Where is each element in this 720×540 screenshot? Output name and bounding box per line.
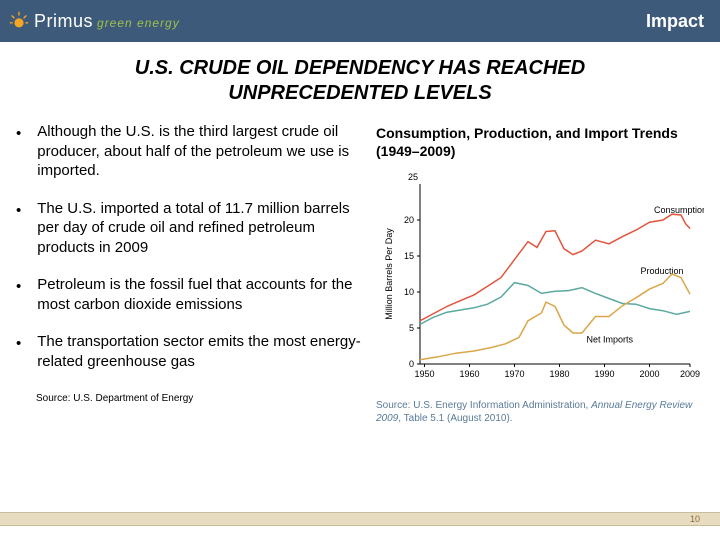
svg-text:Net Imports: Net Imports bbox=[587, 335, 634, 345]
logo-tag: green energy bbox=[97, 16, 180, 30]
svg-text:5: 5 bbox=[409, 323, 414, 333]
svg-text:Million Barrels Per Day: Million Barrels Per Day bbox=[384, 228, 394, 320]
list-item: • Although the U.S. is the third largest … bbox=[16, 122, 366, 181]
svg-text:1970: 1970 bbox=[504, 369, 524, 379]
bullet-icon: • bbox=[16, 199, 21, 258]
content-area: • Although the U.S. is the third largest … bbox=[0, 116, 720, 425]
bullet-icon: • bbox=[16, 122, 21, 181]
bullet-list: • Although the U.S. is the third largest … bbox=[16, 122, 366, 371]
list-item: • The transportation sector emits the mos… bbox=[16, 332, 366, 371]
source-note: Source: U.S. Department of Energy bbox=[16, 389, 366, 404]
chart-title: Consumption, Production, and Import Tren… bbox=[376, 124, 704, 160]
chart-source: Source: U.S. Energy Information Administ… bbox=[376, 399, 704, 425]
header-bar: Primus green energy Impact bbox=[0, 0, 720, 42]
svg-text:2009: 2009 bbox=[680, 369, 700, 379]
list-item: • The U.S. imported a total of 11.7 milli… bbox=[16, 199, 366, 258]
bullet-text: The U.S. imported a total of 11.7 millio… bbox=[37, 199, 366, 258]
page-title: U.S. CRUDE OIL DEPENDENCY HAS REACHED UN… bbox=[0, 42, 720, 116]
bullet-text: Although the U.S. is the third largest c… bbox=[37, 122, 366, 181]
list-item: • Petroleum is the fossil fuel that accou… bbox=[16, 275, 366, 314]
header-label: Impact bbox=[646, 11, 704, 32]
svg-text:25: 25 bbox=[408, 172, 418, 182]
right-column: Consumption, Production, and Import Tren… bbox=[376, 122, 704, 425]
chart-source-suffix: , Table 5.1 (August 2010). bbox=[398, 413, 512, 424]
line-chart: 25 0 5 10 15 20 1950 1960 1970 1980 1990 2000 2009 Mi… bbox=[376, 166, 704, 386]
logo-text: Primus green energy bbox=[34, 11, 180, 32]
page-number: 10 bbox=[690, 514, 700, 524]
sun-icon bbox=[8, 10, 30, 32]
svg-text:0: 0 bbox=[409, 359, 414, 369]
title-line-2: UNPRECEDENTED LEVELS bbox=[228, 82, 491, 104]
svg-text:1960: 1960 bbox=[459, 369, 479, 379]
footer-band bbox=[0, 512, 720, 526]
bullet-icon: • bbox=[16, 275, 21, 314]
svg-text:Production: Production bbox=[641, 266, 684, 276]
logo: Primus green energy bbox=[8, 10, 180, 32]
svg-text:Consumption: Consumption bbox=[654, 205, 704, 215]
bullet-icon: • bbox=[16, 332, 21, 371]
svg-text:2000: 2000 bbox=[639, 369, 659, 379]
left-column: • Although the U.S. is the third largest … bbox=[16, 122, 366, 425]
svg-text:1950: 1950 bbox=[414, 369, 434, 379]
svg-text:10: 10 bbox=[404, 287, 414, 297]
svg-text:20: 20 bbox=[404, 215, 414, 225]
bullet-text: Petroleum is the fossil fuel that accoun… bbox=[37, 275, 366, 314]
chart-source-prefix: Source: U.S. Energy Information Administ… bbox=[376, 400, 591, 411]
svg-text:1990: 1990 bbox=[594, 369, 614, 379]
svg-text:15: 15 bbox=[404, 251, 414, 261]
title-line-1: U.S. CRUDE OIL DEPENDENCY HAS REACHED bbox=[135, 57, 585, 79]
bullet-text: The transportation sector emits the most… bbox=[37, 332, 366, 371]
svg-text:1980: 1980 bbox=[549, 369, 569, 379]
logo-name: Primus bbox=[34, 11, 93, 32]
